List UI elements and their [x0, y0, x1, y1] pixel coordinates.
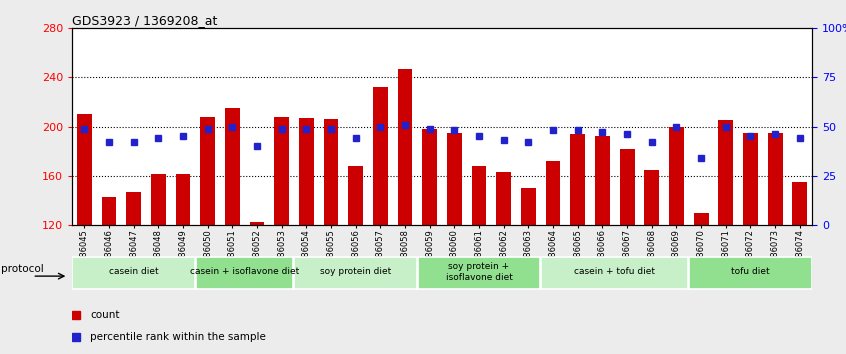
Bar: [225, 108, 239, 225]
Bar: [669, 126, 684, 225]
Bar: [645, 170, 659, 225]
Bar: [323, 119, 338, 225]
Bar: [201, 117, 215, 225]
Text: casein + tofu diet: casein + tofu diet: [574, 267, 656, 276]
Text: casein + isoflavone diet: casein + isoflavone diet: [190, 267, 299, 276]
Bar: [546, 161, 560, 225]
Bar: [73, 257, 195, 289]
Bar: [471, 166, 486, 225]
Bar: [743, 133, 758, 225]
Bar: [250, 222, 264, 225]
Bar: [521, 188, 536, 225]
Text: tofu diet: tofu diet: [731, 267, 770, 276]
Text: casein diet: casein diet: [109, 267, 158, 276]
Bar: [718, 120, 733, 225]
Bar: [373, 87, 387, 225]
Text: count: count: [91, 310, 120, 320]
Text: soy protein +
isoflavone diet: soy protein + isoflavone diet: [446, 262, 513, 281]
Bar: [689, 257, 811, 289]
Text: soy protein diet: soy protein diet: [320, 267, 392, 276]
Bar: [294, 257, 417, 289]
Bar: [398, 69, 413, 225]
Bar: [151, 175, 166, 225]
Bar: [349, 166, 363, 225]
Text: percentile rank within the sample: percentile rank within the sample: [91, 332, 266, 342]
Bar: [195, 257, 294, 289]
Text: GDS3923 / 1369208_at: GDS3923 / 1369208_at: [72, 14, 217, 27]
Bar: [595, 136, 610, 225]
Bar: [694, 212, 708, 225]
Bar: [418, 257, 541, 289]
Text: protocol: protocol: [2, 264, 44, 274]
Bar: [541, 257, 689, 289]
Bar: [497, 172, 511, 225]
Bar: [126, 192, 141, 225]
Bar: [570, 134, 585, 225]
Bar: [793, 182, 807, 225]
Bar: [447, 133, 462, 225]
Bar: [768, 133, 783, 225]
Bar: [274, 117, 289, 225]
Bar: [175, 175, 190, 225]
Bar: [77, 114, 91, 225]
Bar: [299, 118, 314, 225]
Bar: [619, 149, 634, 225]
Bar: [422, 129, 437, 225]
Bar: [102, 196, 116, 225]
